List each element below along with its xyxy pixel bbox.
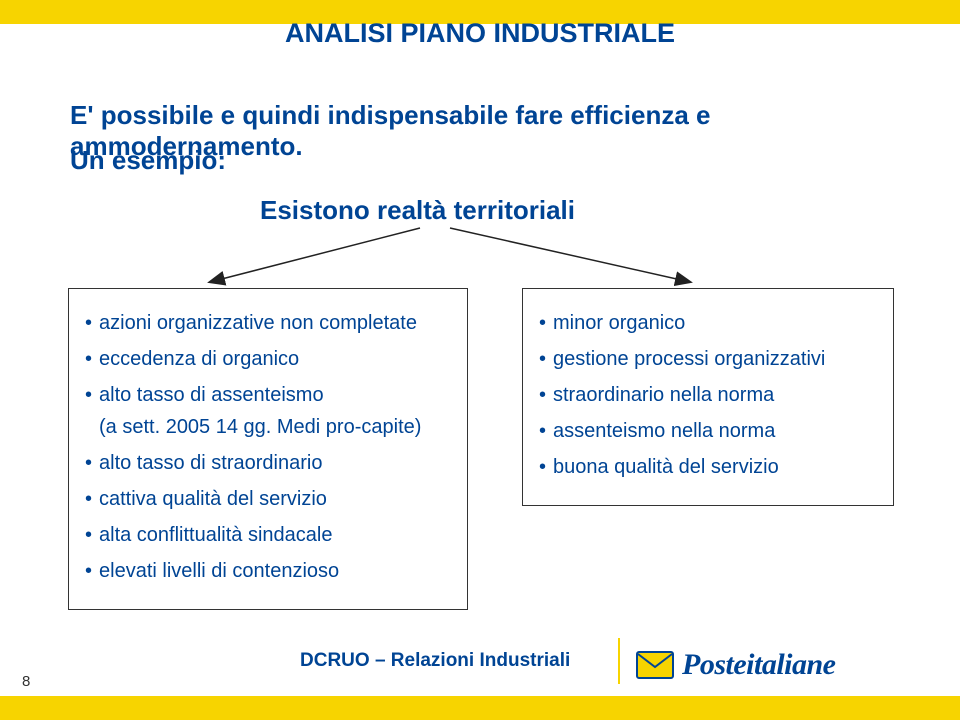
list-item: alto tasso di straordinario bbox=[85, 447, 451, 479]
list-item: straordinario nella norma bbox=[539, 379, 877, 411]
slide-title: ANALISI PIANO INDUSTRIALE bbox=[0, 18, 960, 49]
footer-separator bbox=[618, 638, 620, 684]
page-number: 8 bbox=[22, 673, 30, 690]
bottom-bar bbox=[0, 696, 960, 720]
envelope-icon bbox=[636, 651, 674, 679]
logo-word-italiane: italiane bbox=[746, 648, 835, 681]
footer-text: DCRUO – Relazioni Industriali bbox=[300, 650, 570, 672]
list-item: gestione processi organizzativi bbox=[539, 343, 877, 375]
list-item: assenteismo nella norma bbox=[539, 415, 877, 447]
right-list: minor organico gestione processi organizz… bbox=[539, 307, 877, 483]
list-item: buona qualità del servizio bbox=[539, 451, 877, 483]
list-item: alto tasso di assenteismo (a sett. 2005 … bbox=[85, 379, 451, 443]
right-box: minor organico gestione processi organizz… bbox=[522, 288, 894, 506]
logo-word-poste: Poste bbox=[682, 648, 746, 681]
list-item: eccedenza di organico bbox=[85, 343, 451, 375]
left-list: azioni organizzative non completate ecced… bbox=[85, 307, 451, 587]
example-label: Un esempio: bbox=[70, 145, 226, 176]
diverging-arrows bbox=[150, 226, 770, 296]
list-item: cattiva qualità del servizio bbox=[85, 483, 451, 515]
list-item: alta conflittualità sindacale bbox=[85, 519, 451, 551]
left-box: azioni organizzative non completate ecced… bbox=[68, 288, 468, 610]
list-item: elevati livelli di contenzioso bbox=[85, 555, 451, 587]
list-item: azioni organizzative non completate bbox=[85, 307, 451, 339]
subtitle: Esistono realtà territoriali bbox=[260, 195, 575, 226]
posteitaliane-logo: Posteitaliane bbox=[636, 648, 836, 682]
list-item: minor organico bbox=[539, 307, 877, 339]
